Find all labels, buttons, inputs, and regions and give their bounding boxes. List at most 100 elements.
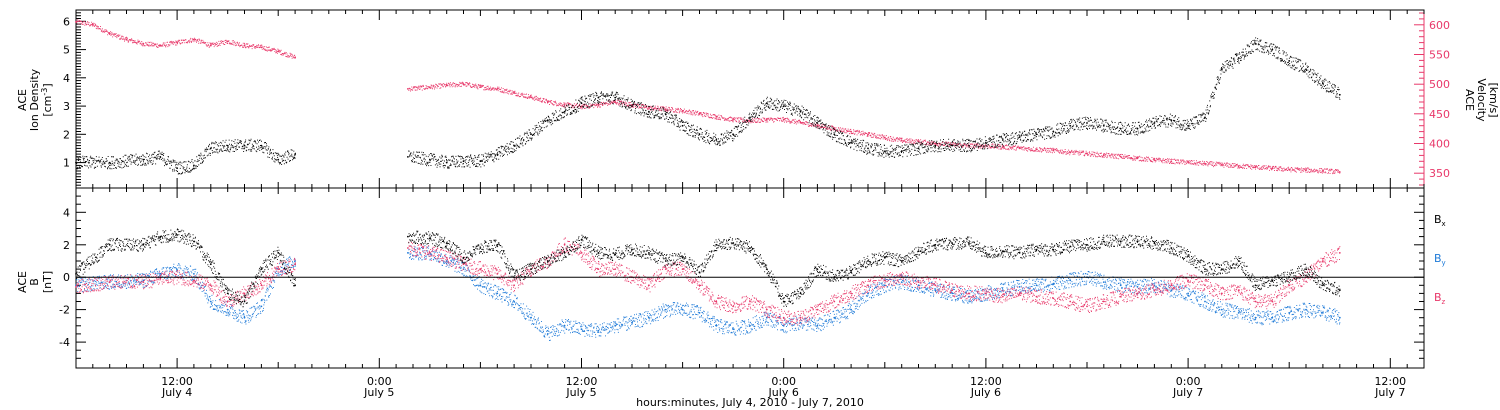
data-point: [1254, 43, 1257, 45]
data-point: [530, 268, 532, 270]
bottom-panel-frame: [75, 187, 1425, 369]
data-point: [1102, 281, 1105, 283]
data-point: [260, 305, 263, 308]
data-point: [749, 116, 751, 119]
data-point: [1338, 316, 1341, 319]
x-tick-label-date: July 5: [363, 386, 394, 399]
y-tick-label: 4: [63, 72, 70, 85]
data-point: [934, 144, 937, 147]
data-point: [1001, 295, 1004, 298]
data-point: [209, 263, 212, 266]
data-point: [563, 104, 566, 106]
x-tick-label-time: 0:00: [367, 375, 392, 388]
series-black-left: [75, 37, 1341, 175]
data-point: [407, 252, 409, 254]
data-point: [1052, 149, 1055, 152]
y-tick-label: 600: [1429, 19, 1450, 32]
data-point: [75, 286, 77, 288]
data-point: [664, 260, 667, 262]
data-point: [782, 324, 785, 327]
top-left-ylabel-unit: [cm-3]: [40, 83, 54, 116]
data-point: [260, 144, 263, 147]
y-tick-label: 5: [63, 44, 70, 57]
data-point: [142, 158, 145, 161]
data-point: [243, 300, 246, 303]
data-point: [631, 321, 633, 324]
data-point: [833, 300, 836, 303]
data-point: [631, 248, 633, 251]
data-point: [648, 110, 650, 113]
data-point: [1338, 252, 1341, 254]
series-Bz: [75, 237, 1341, 326]
data-point: [193, 273, 195, 275]
y-tick-label: 6: [63, 15, 70, 28]
data-point: [142, 279, 145, 282]
data-point: [1187, 292, 1189, 295]
top-left-ylabel-2: Ion Density: [28, 68, 41, 131]
top-left-ylabel-1: ACE: [16, 89, 29, 111]
data-point: [226, 308, 229, 311]
x-tick-label-date: July 6: [768, 386, 799, 399]
series-magenta-right: [75, 19, 1341, 175]
data-point: [816, 268, 819, 270]
data-point: [226, 144, 229, 147]
data-point: [108, 243, 111, 246]
data-point: [209, 284, 212, 287]
y-tick-label: 500: [1429, 78, 1450, 91]
y-tick-label: 3: [63, 100, 70, 113]
bottom-left-axis: -4 -2 0 2 4: [59, 195, 1424, 359]
data-point: [1035, 284, 1038, 287]
data-point: [1254, 284, 1257, 287]
data-point: [867, 133, 869, 136]
legend-item-Bz: Bz: [1434, 291, 1446, 306]
data-point: [664, 308, 667, 311]
data-point: [867, 147, 869, 150]
data-point: [749, 300, 751, 303]
data-point: [445, 260, 448, 262]
x-tick-label-time: 12:00: [161, 375, 193, 388]
data-point: [614, 324, 617, 327]
data-point: [648, 252, 650, 254]
data-point: [496, 292, 499, 295]
x-tick-label-date: July 4: [161, 386, 192, 399]
data-point: [1204, 284, 1206, 287]
data-point: [799, 292, 802, 295]
x-tick-label-date: July 7: [1172, 386, 1203, 399]
data-point: [1338, 289, 1341, 292]
data-point: [1271, 167, 1274, 170]
data-point: [867, 260, 869, 262]
y-tick-label: 350: [1429, 167, 1450, 180]
data-scatter: [76, 228, 1341, 308]
y-tick-label: -2: [59, 304, 70, 317]
data-point: [479, 247, 482, 249]
data-point: [1119, 284, 1122, 287]
data-point: [277, 268, 280, 270]
data-point: [407, 247, 409, 249]
data-point: [867, 284, 869, 287]
data-point: [1153, 159, 1156, 162]
data-point: [243, 292, 246, 295]
data-point: [1220, 308, 1223, 311]
x-tick-label-time: 0:00: [1176, 375, 1201, 388]
data-point: [614, 268, 617, 270]
y-tick-label: 450: [1429, 108, 1450, 121]
data-point: [1338, 93, 1341, 96]
data-point: [1322, 82, 1324, 85]
data-point: [445, 256, 448, 259]
top-right-axis: 350 400 450 500 550 600: [1414, 10, 1450, 188]
data-point: [1136, 286, 1139, 288]
top-right-ylabel-1: ACE: [1463, 89, 1476, 111]
legend-item-By: By: [1434, 252, 1446, 267]
x-tick-label-time: 12:00: [970, 375, 1002, 388]
data-point: [1170, 160, 1173, 163]
legend-item-Bx: Bx: [1434, 213, 1446, 228]
data-point: [1102, 124, 1105, 127]
x-tick-label-time: 12:00: [566, 375, 598, 388]
data-point: [1187, 255, 1189, 257]
top-panel-frame: [75, 9, 1425, 189]
data-point: [968, 144, 970, 147]
data-point: [1170, 119, 1173, 122]
data-point: [1086, 122, 1088, 124]
data-point: [1018, 136, 1021, 139]
